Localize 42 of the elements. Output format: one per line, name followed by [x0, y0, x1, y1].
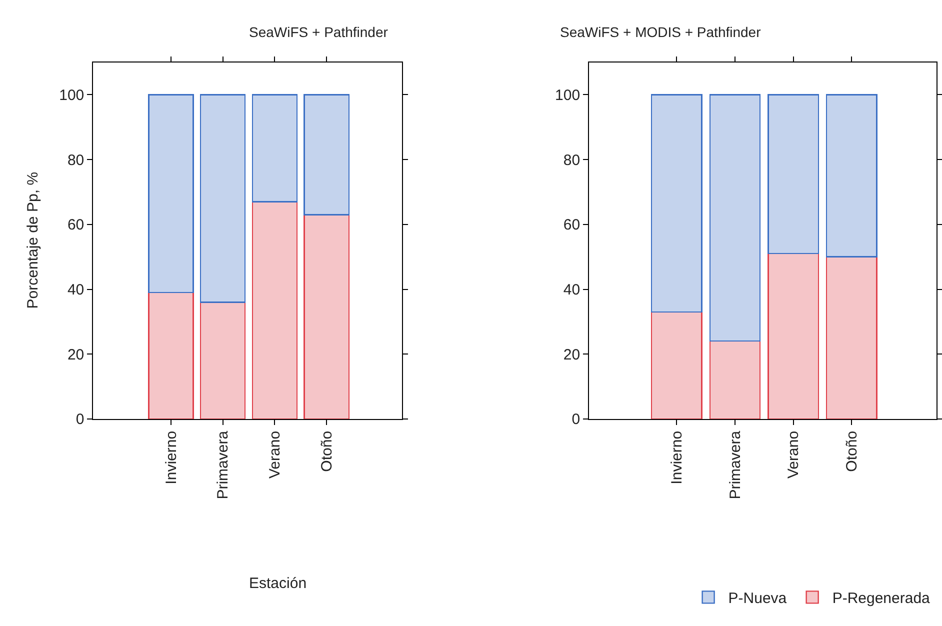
x-tick-label: Primavera — [726, 430, 744, 500]
bar — [709, 340, 761, 419]
y-tick-label: 40 — [67, 282, 84, 299]
bar — [252, 201, 298, 419]
bar — [200, 302, 246, 419]
y-tick-label: 100 — [555, 86, 580, 104]
y-tick-label: 80 — [67, 152, 84, 169]
bar — [200, 94, 246, 303]
x-tick-label: Verano — [785, 430, 802, 478]
y-axis-title: Porcentaje de Pp, % — [24, 172, 42, 309]
bar — [148, 292, 194, 419]
y-tick-label: 40 — [563, 282, 580, 299]
bar — [650, 94, 702, 313]
legend-label: P-Nueva — [728, 590, 788, 608]
bar — [304, 94, 350, 216]
y-tick-label: 20 — [563, 346, 580, 364]
y-tick-label: 100 — [59, 86, 84, 104]
y-tick-label: 0 — [76, 411, 84, 428]
x-tick-label: Invierno — [668, 430, 686, 484]
x-tick-label: Invierno — [162, 430, 180, 484]
x-tick-label: Primavera — [214, 430, 232, 500]
bar — [826, 94, 878, 258]
bar — [709, 94, 761, 342]
y-tick-label: 60 — [67, 216, 84, 234]
bar — [768, 252, 820, 419]
bar — [768, 94, 820, 254]
chart-title: SeaWiFS + Pathfinder — [249, 24, 388, 40]
bar — [650, 311, 702, 419]
x-tick-label: Otoño — [844, 430, 861, 472]
bar — [826, 256, 878, 419]
bar — [304, 214, 350, 419]
y-tick-label: 20 — [67, 346, 84, 364]
y-tick-label: 80 — [563, 152, 580, 169]
y-tick-label: 0 — [572, 411, 580, 428]
bar — [252, 94, 298, 202]
chart-title: SeaWiFS + MODIS + Pathfinder — [560, 24, 762, 40]
x-axis-title: Estación — [249, 575, 307, 592]
x-tick-label: Verano — [266, 430, 284, 478]
legend-label: P-Regenerada — [832, 590, 931, 608]
x-tick-label: Otoño — [318, 430, 336, 472]
bar — [148, 94, 194, 294]
y-tick-label: 60 — [563, 216, 580, 234]
